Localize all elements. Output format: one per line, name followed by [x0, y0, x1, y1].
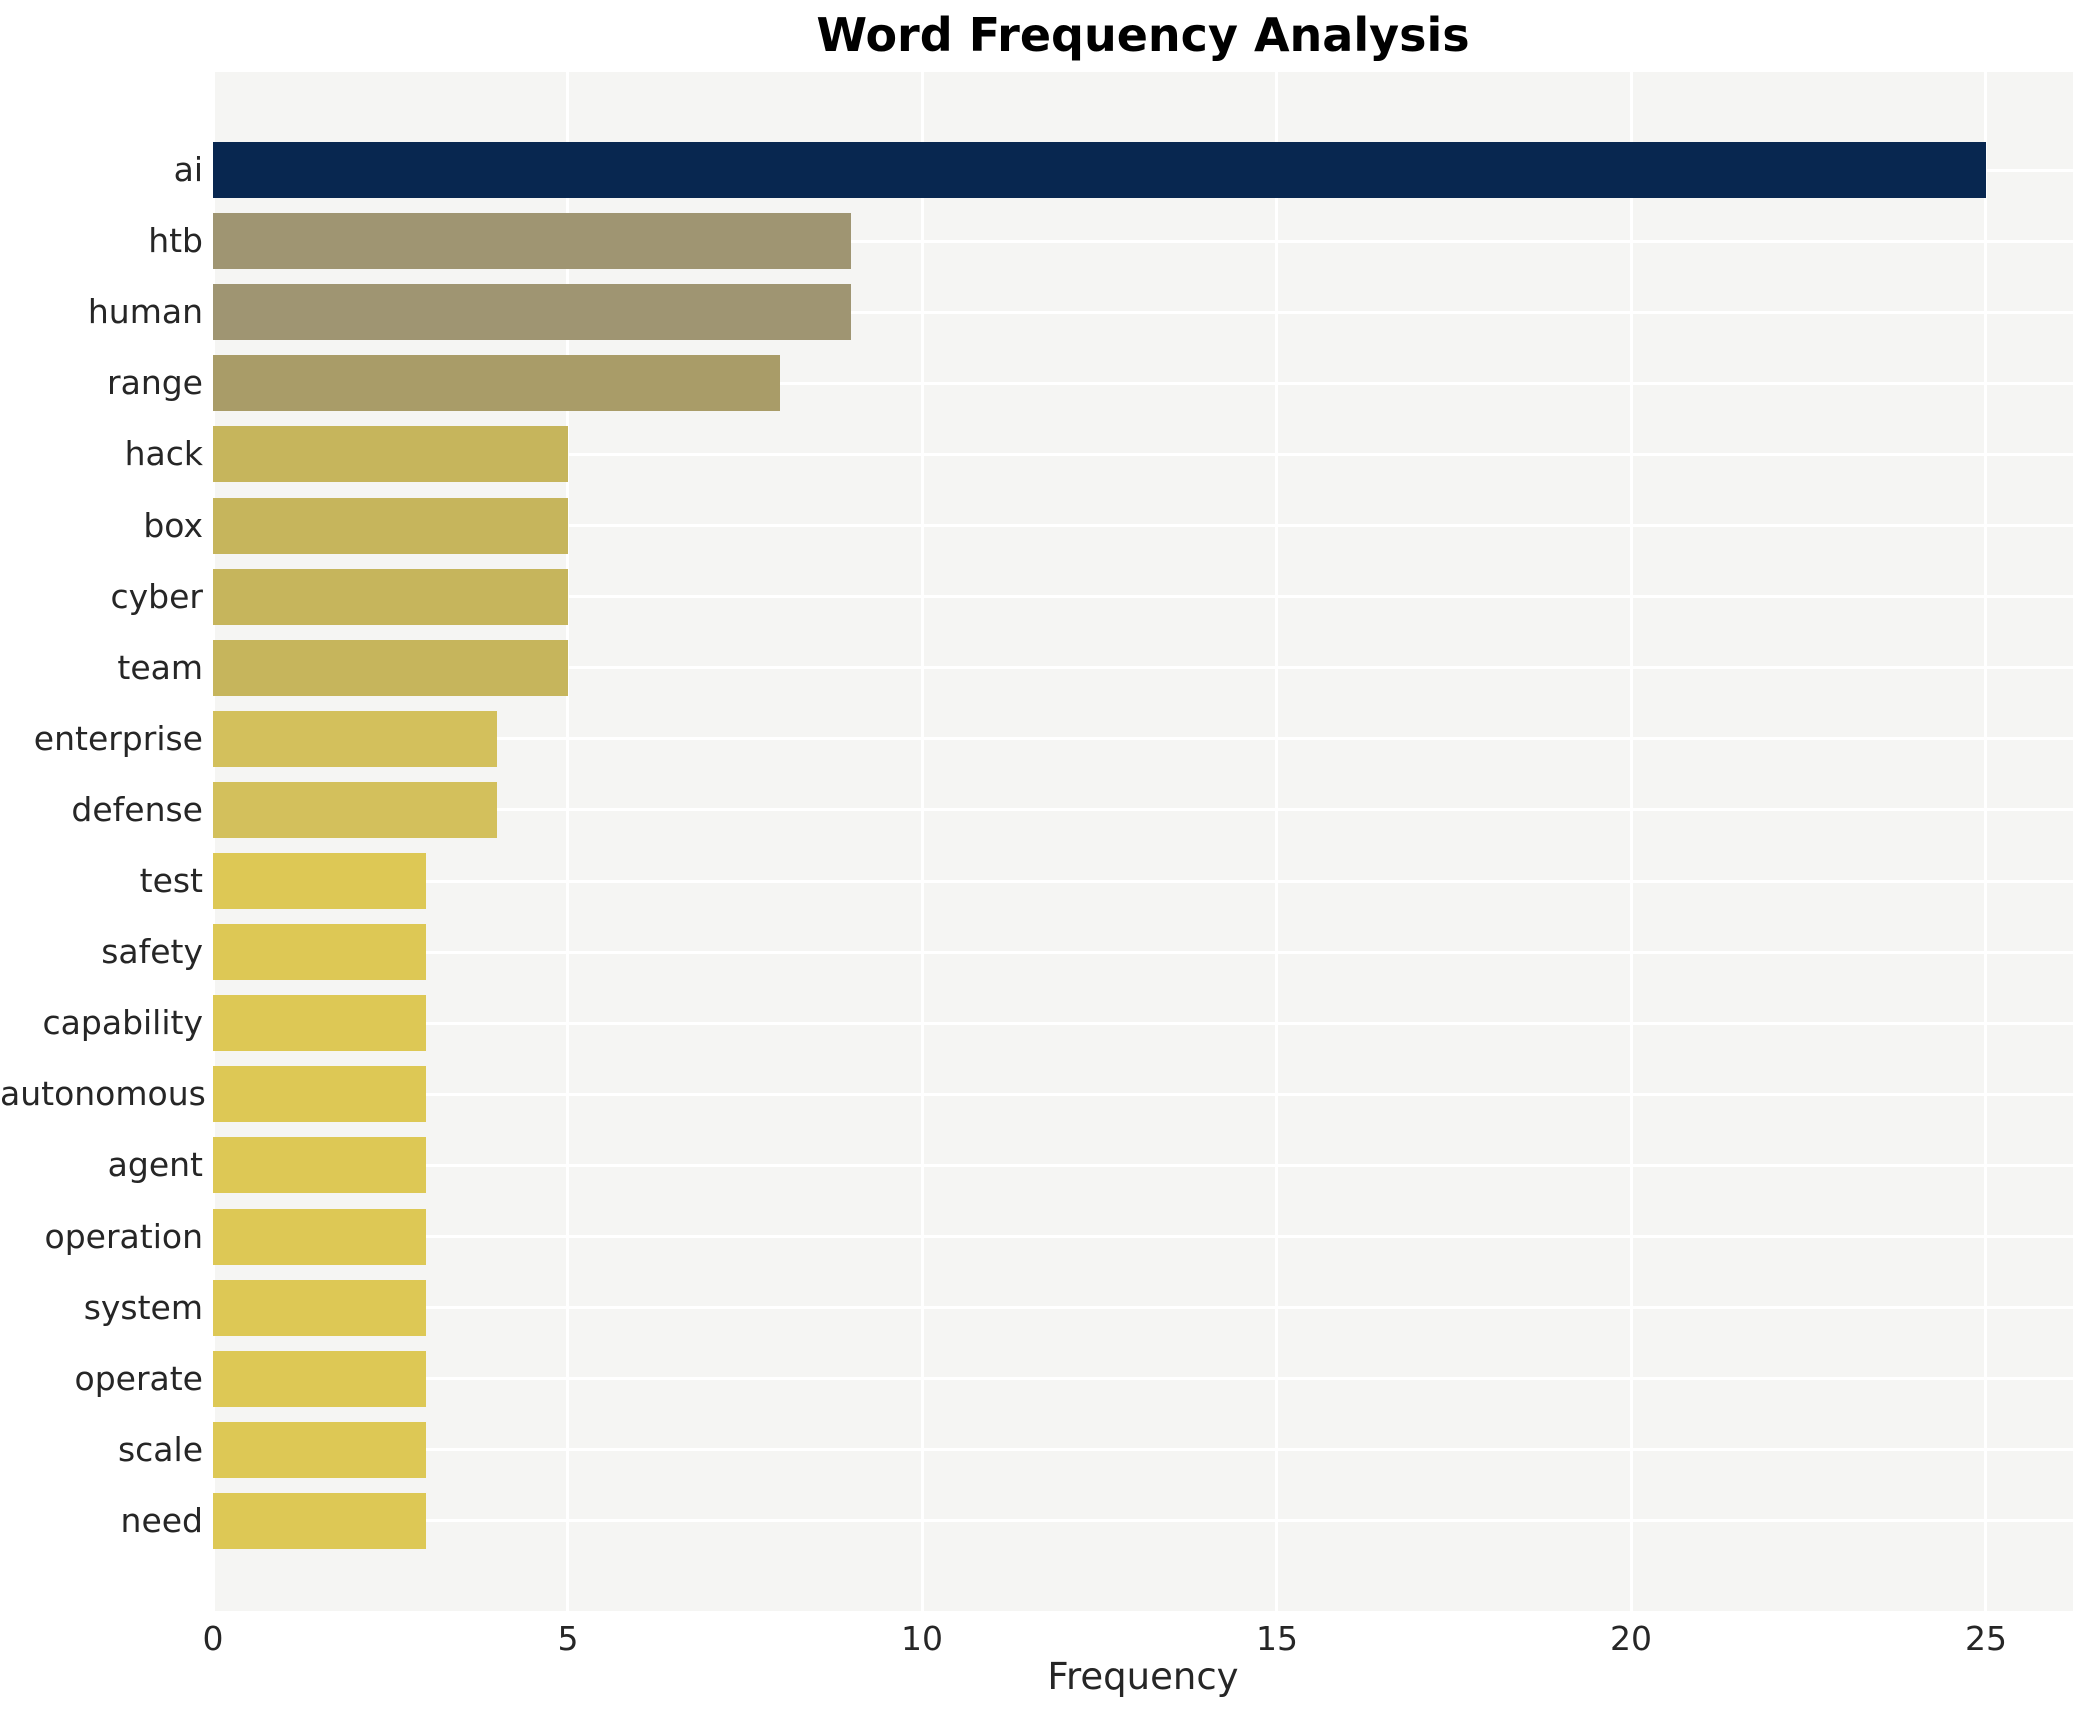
- bar-enterprise: [213, 711, 497, 767]
- bar-autonomous: [213, 1066, 426, 1122]
- grid-line-horizontal: [213, 737, 2073, 740]
- category-label: test: [139, 861, 203, 900]
- category-label: defense: [71, 790, 203, 829]
- grid-line-vertical: [921, 72, 924, 1611]
- grid-line-horizontal: [213, 1093, 2073, 1096]
- bar-test: [213, 853, 426, 909]
- category-label: scale: [117, 1430, 203, 1469]
- category-label: operation: [44, 1217, 203, 1256]
- category-label: ai: [173, 150, 203, 189]
- grid-line-horizontal: [213, 595, 2073, 598]
- grid-line-horizontal: [213, 1448, 2073, 1451]
- chart-title: Word Frequency Analysis: [816, 8, 1470, 62]
- grid-line-horizontal: [213, 1519, 2073, 1522]
- category-label: safety: [101, 932, 203, 971]
- category-label: hack: [124, 434, 203, 473]
- grid-line-vertical: [212, 72, 215, 1611]
- category-label: enterprise: [33, 719, 203, 758]
- bar-agent: [213, 1137, 426, 1193]
- bar-ai: [213, 142, 1986, 198]
- grid-line-horizontal: [213, 453, 2073, 456]
- bar-operation: [213, 1209, 426, 1265]
- grid-line-horizontal: [213, 1235, 2073, 1238]
- bar-cyber: [213, 569, 568, 625]
- grid-line-horizontal: [213, 1164, 2073, 1167]
- category-label: capability: [42, 1003, 203, 1042]
- category-label: box: [143, 506, 203, 545]
- grid-line-horizontal: [213, 1022, 2073, 1025]
- category-label: autonomous: [0, 1074, 206, 1113]
- category-label: range: [107, 363, 203, 402]
- plot-area: [212, 72, 2073, 1611]
- category-label: team: [117, 648, 203, 687]
- x-tick-label: 0: [202, 1619, 224, 1658]
- bar-system: [213, 1280, 426, 1336]
- grid-line-horizontal: [213, 951, 2073, 954]
- bar-safety: [213, 924, 426, 980]
- bar-team: [213, 640, 568, 696]
- grid-line-vertical: [1630, 72, 1633, 1611]
- category-label: system: [83, 1288, 203, 1327]
- grid-line-vertical: [1984, 72, 1987, 1611]
- bar-htb: [213, 213, 851, 269]
- grid-line-horizontal: [213, 240, 2073, 243]
- grid-line-horizontal: [213, 808, 2073, 811]
- grid-line-horizontal: [213, 1306, 2073, 1309]
- grid-line-horizontal: [213, 880, 2073, 883]
- grid-line-vertical: [566, 72, 569, 1611]
- bar-range: [213, 355, 780, 411]
- grid-line-horizontal: [213, 382, 2073, 385]
- x-tick-label: 10: [901, 1619, 943, 1658]
- category-label: agent: [107, 1145, 203, 1184]
- bar-defense: [213, 782, 497, 838]
- grid-line-horizontal: [213, 1377, 2073, 1380]
- x-tick-label: 25: [1965, 1619, 2007, 1658]
- x-tick-label: 20: [1610, 1619, 1652, 1658]
- grid-line-vertical: [1275, 72, 1278, 1611]
- bar-hack: [213, 426, 568, 482]
- bar-capability: [213, 995, 426, 1051]
- category-label: cyber: [110, 577, 204, 616]
- grid-line-horizontal: [213, 524, 2073, 527]
- category-label: human: [87, 292, 203, 331]
- grid-line-horizontal: [213, 311, 2073, 314]
- category-label: operate: [74, 1359, 203, 1398]
- x-tick-label: 15: [1256, 1619, 1298, 1658]
- bar-operate: [213, 1351, 426, 1407]
- category-label: need: [120, 1501, 203, 1540]
- bar-scale: [213, 1422, 426, 1478]
- grid-line-horizontal: [213, 666, 2073, 669]
- category-label: htb: [148, 221, 203, 260]
- bar-box: [213, 498, 568, 554]
- x-tick-label: 5: [557, 1619, 579, 1658]
- bar-human: [213, 284, 851, 340]
- bar-need: [213, 1493, 426, 1549]
- x-axis-label: Frequency: [1047, 1655, 1239, 1698]
